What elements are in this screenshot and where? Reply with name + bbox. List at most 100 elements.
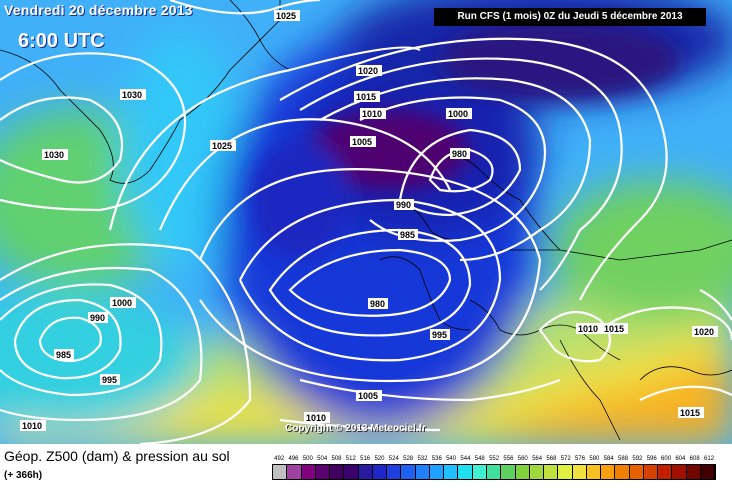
forecast-time: 6:00 UTC bbox=[18, 30, 105, 52]
scale-swatch bbox=[472, 465, 487, 479]
scale-tick-label: 596 bbox=[646, 456, 657, 462]
scale-tick-label: 548 bbox=[474, 456, 485, 462]
scale-tick-label: 536 bbox=[431, 456, 442, 462]
lead-time: (+ 366h) bbox=[4, 470, 43, 481]
scale-swatch bbox=[629, 465, 644, 479]
scale-tick-label: 496 bbox=[288, 456, 299, 462]
isobar-label: 990 bbox=[90, 313, 105, 323]
scale-tick-label: 600 bbox=[661, 456, 672, 462]
isobar-label: 980 bbox=[452, 149, 467, 159]
isobars bbox=[0, 0, 732, 444]
scale-swatch bbox=[501, 465, 516, 479]
scale-swatch bbox=[686, 465, 701, 479]
isobar-label: 1025 bbox=[212, 141, 232, 151]
scale-swatch bbox=[387, 465, 402, 479]
product-title: Géop. Z500 (dam) & pression au sol bbox=[4, 448, 230, 464]
isobar-label: 1025 bbox=[276, 11, 296, 21]
isobar-label: 1010 bbox=[22, 421, 42, 431]
scale-tick-label: 516 bbox=[360, 456, 371, 462]
isobar-label: 1030 bbox=[44, 150, 64, 160]
scale-tick-label: 608 bbox=[689, 456, 700, 462]
scale-tick-label: 540 bbox=[446, 456, 457, 462]
scale-swatch bbox=[344, 465, 359, 479]
isobar-label: 1020 bbox=[358, 66, 378, 76]
isobar-label: 1000 bbox=[112, 298, 132, 308]
scale-swatch bbox=[301, 465, 316, 479]
scale-swatch bbox=[458, 465, 473, 479]
isobar-label: 990 bbox=[396, 200, 411, 210]
scale-swatch bbox=[315, 465, 331, 479]
isobar-label: 980 bbox=[370, 299, 385, 309]
scale-swatch bbox=[415, 465, 430, 479]
scale-tick-label: 504 bbox=[317, 456, 328, 462]
copyright: Copyright © 2013 Meteociel.fr bbox=[285, 423, 426, 434]
scale-swatch bbox=[672, 465, 687, 479]
scale-swatch bbox=[529, 465, 545, 479]
isobar-label: 995 bbox=[102, 375, 117, 385]
scale-tick-label: 584 bbox=[603, 456, 614, 462]
scale-tick-label: 552 bbox=[489, 456, 500, 462]
isobar-label: 995 bbox=[432, 330, 447, 340]
scale-swatch bbox=[572, 465, 587, 479]
scale-tick-label: 544 bbox=[460, 456, 471, 462]
scale-swatch bbox=[601, 465, 616, 479]
scale-tick-label: 588 bbox=[618, 456, 629, 462]
scale-swatch bbox=[643, 465, 659, 479]
scale-tick-label: 572 bbox=[560, 456, 571, 462]
scale-swatch bbox=[586, 465, 602, 479]
scale-swatch bbox=[558, 465, 573, 479]
scale-tick-label: 564 bbox=[532, 456, 543, 462]
isobar-label: 1005 bbox=[358, 391, 378, 401]
scale-swatch bbox=[330, 465, 345, 479]
isobar-label: 1015 bbox=[356, 92, 376, 102]
color-scale: 492 496 500 504 508 512 516 520 524 528 532 536 540 5… bbox=[272, 454, 716, 484]
scale-swatch bbox=[372, 465, 388, 479]
scale-swatch bbox=[615, 465, 630, 479]
scale-tick-label: 524 bbox=[388, 456, 399, 462]
isobar-label: 1010 bbox=[306, 413, 326, 423]
scale-swatch bbox=[287, 465, 302, 479]
model-run-label: Run CFS (1 mois) 0Z du Jeudi 5 décembre … bbox=[434, 8, 706, 26]
isobar-label: 985 bbox=[56, 350, 71, 360]
scale-swatch bbox=[658, 465, 673, 479]
scale-tick-label: 556 bbox=[503, 456, 514, 462]
scale-tick-label: 512 bbox=[345, 456, 356, 462]
scale-tick-label: 592 bbox=[632, 456, 643, 462]
scale-tick-label: 560 bbox=[517, 456, 528, 462]
forecast-date: Vendredi 20 décembre 2013 bbox=[4, 2, 193, 18]
scale-swatch bbox=[544, 465, 559, 479]
isobar-label: 1000 bbox=[448, 109, 468, 119]
scale-swatch bbox=[429, 465, 445, 479]
scale-tick-label: 532 bbox=[417, 456, 428, 462]
isobar-label: 985 bbox=[400, 230, 415, 240]
isobar-label: 1005 bbox=[352, 137, 372, 147]
scale-tick-label: 492 bbox=[274, 456, 285, 462]
isobar-label: 1010 bbox=[362, 109, 382, 119]
scale-swatch bbox=[486, 465, 502, 479]
scale-tick-label: 508 bbox=[331, 456, 342, 462]
weather-map: 1025 1030 1030 1025 1020 1015 1010 1005 … bbox=[0, 0, 732, 444]
scale-tick-label: 520 bbox=[374, 456, 385, 462]
scale-tick-label: 576 bbox=[575, 456, 586, 462]
isobar-label: 1015 bbox=[604, 324, 624, 334]
scale-swatch bbox=[515, 465, 530, 479]
map: 1025 1030 1030 1025 1020 1015 1010 1005 … bbox=[0, 0, 732, 444]
scale-swatch bbox=[401, 465, 416, 479]
footer: Géop. Z500 (dam) & pression au sol (+ 36… bbox=[0, 444, 732, 488]
scale-tick-label: 568 bbox=[546, 456, 557, 462]
isobar-label: 1010 bbox=[578, 324, 598, 334]
isobar-label: 1020 bbox=[694, 327, 714, 337]
scale-ticks: 492 496 500 504 508 512 516 520 524 528 532 536 540 5… bbox=[272, 454, 716, 464]
scale-tick-label: 612 bbox=[704, 456, 715, 462]
scale-tick-label: 604 bbox=[675, 456, 686, 462]
scale-tick-label: 500 bbox=[302, 456, 313, 462]
scale-swatch bbox=[273, 465, 288, 479]
scale-swatch bbox=[358, 465, 373, 479]
scale-tick-label: 528 bbox=[403, 456, 414, 462]
scale-swatch bbox=[444, 465, 459, 479]
scale-swatch bbox=[700, 465, 716, 479]
isobar-label: 1015 bbox=[680, 408, 700, 418]
scale-tick-label: 580 bbox=[589, 456, 600, 462]
isobar-labels: 1025 1030 1030 1025 1020 1015 1010 1005 … bbox=[20, 10, 718, 431]
isobar-label: 1030 bbox=[122, 90, 142, 100]
